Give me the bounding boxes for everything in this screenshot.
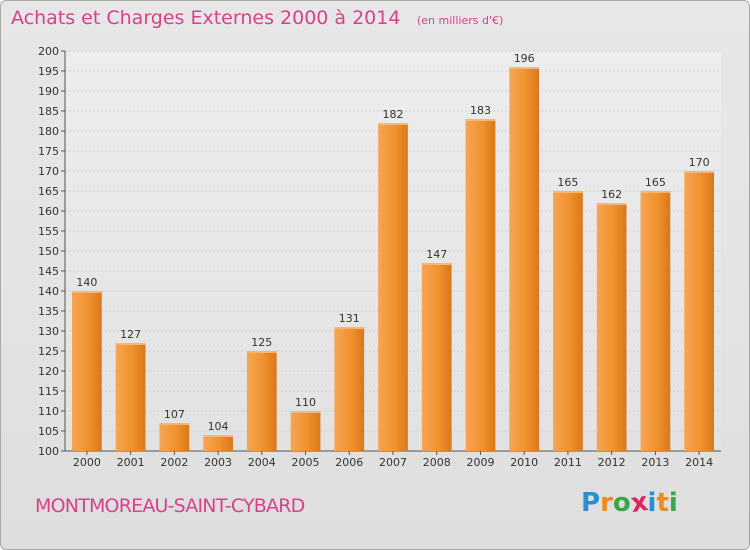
y-tick-label: 140 (38, 285, 59, 298)
y-tick-label: 175 (38, 145, 59, 158)
bar-highlight (421, 263, 452, 265)
x-tick-label: 2003 (204, 456, 232, 469)
x-tick-label: 2009 (466, 456, 494, 469)
bar-2011 (553, 191, 583, 451)
bar-value-label: 125 (251, 336, 272, 349)
y-tick-label: 170 (38, 165, 59, 178)
bar-highlight (159, 423, 190, 425)
bar-highlight (465, 119, 496, 121)
y-tick-label: 110 (38, 405, 59, 418)
bar-2010 (509, 67, 540, 451)
logo-letter: r (600, 488, 613, 518)
bar-highlight (553, 191, 583, 193)
bar-value-label: 140 (76, 276, 97, 289)
x-tick-label: 2010 (510, 456, 538, 469)
bar-highlight (596, 203, 627, 205)
y-tick-label: 105 (38, 425, 59, 438)
bar-2004 (246, 351, 277, 451)
bar-highlight (115, 343, 146, 345)
y-tick-label: 125 (38, 345, 59, 358)
x-tick-label: 2008 (423, 456, 451, 469)
bar-value-label: 183 (470, 104, 491, 117)
bar-2014 (684, 171, 715, 451)
bar-value-label: 170 (689, 156, 710, 169)
bar-highlight (334, 327, 365, 329)
bar-2003 (203, 435, 233, 451)
bar-highlight (290, 411, 321, 413)
bar-highlight (246, 351, 277, 353)
bar-2007 (378, 123, 408, 451)
x-tick-label: 2012 (598, 456, 626, 469)
bar-value-label: 131 (339, 312, 360, 325)
y-tick-label: 120 (38, 365, 59, 378)
bar-2006 (334, 327, 365, 451)
chart-subtitle: (en milliers d'€) (417, 14, 504, 27)
bar-value-label: 196 (514, 52, 535, 65)
y-tick-label: 165 (38, 185, 59, 198)
x-tick-label: 2005 (292, 456, 320, 469)
x-tick-label: 2011 (554, 456, 582, 469)
commune-name: MONTMOREAU-SAINT-CYBARD (35, 495, 305, 517)
x-tick-label: 2000 (73, 456, 101, 469)
y-tick-label: 185 (38, 105, 59, 118)
bar-highlight (640, 191, 671, 193)
bar-highlight (378, 123, 408, 125)
x-tick-label: 2007 (379, 456, 407, 469)
proxiti-logo: Proxiti (581, 486, 678, 520)
bar-highlight (71, 291, 102, 293)
y-tick-label: 200 (38, 45, 59, 58)
bar-2005 (290, 411, 321, 451)
bar-2000 (71, 291, 102, 451)
bar-2012 (596, 203, 627, 451)
logo-letter: t (656, 488, 669, 518)
logo-letter: o (612, 488, 631, 518)
bar-highlight (684, 171, 715, 173)
bar-value-label: 182 (383, 108, 404, 121)
bar-value-label: 107 (164, 408, 185, 421)
bar-value-label: 104 (208, 420, 229, 433)
bar-highlight (203, 435, 233, 437)
bar-2001 (115, 343, 146, 451)
y-tick-label: 100 (38, 445, 59, 458)
x-tick-label: 2014 (685, 456, 713, 469)
logo-letter: P (581, 488, 601, 518)
bar-2009 (465, 119, 496, 451)
x-tick-label: 2004 (248, 456, 276, 469)
bar-value-label: 165 (557, 176, 578, 189)
bar-highlight (509, 67, 540, 69)
y-tick-label: 115 (38, 385, 59, 398)
logo-letter: i (668, 488, 678, 518)
bar-value-label: 147 (426, 248, 447, 261)
y-tick-label: 155 (38, 225, 59, 238)
x-tick-label: 2013 (641, 456, 669, 469)
y-tick-label: 190 (38, 85, 59, 98)
bar-2002 (159, 423, 190, 451)
y-tick-label: 145 (38, 265, 59, 278)
x-tick-label: 2002 (160, 456, 188, 469)
logo-letter: x (628, 486, 650, 520)
x-tick-label: 2001 (117, 456, 145, 469)
bar-value-label: 127 (120, 328, 141, 341)
bar-value-label: 162 (601, 188, 622, 201)
bar-value-label: 110 (295, 396, 316, 409)
x-tick-label: 2006 (335, 456, 363, 469)
y-tick-label: 130 (38, 325, 59, 338)
y-tick-label: 195 (38, 65, 59, 78)
bar-2013 (640, 191, 671, 451)
y-tick-label: 160 (38, 205, 59, 218)
bar-value-label: 165 (645, 176, 666, 189)
chart-title: Achats et Charges Externes 2000 à 2014 (11, 7, 401, 29)
y-tick-label: 135 (38, 305, 59, 318)
y-tick-label: 180 (38, 125, 59, 138)
logo-letter: i (647, 488, 657, 518)
y-tick-label: 150 (38, 245, 59, 258)
bar-2008 (421, 263, 452, 451)
